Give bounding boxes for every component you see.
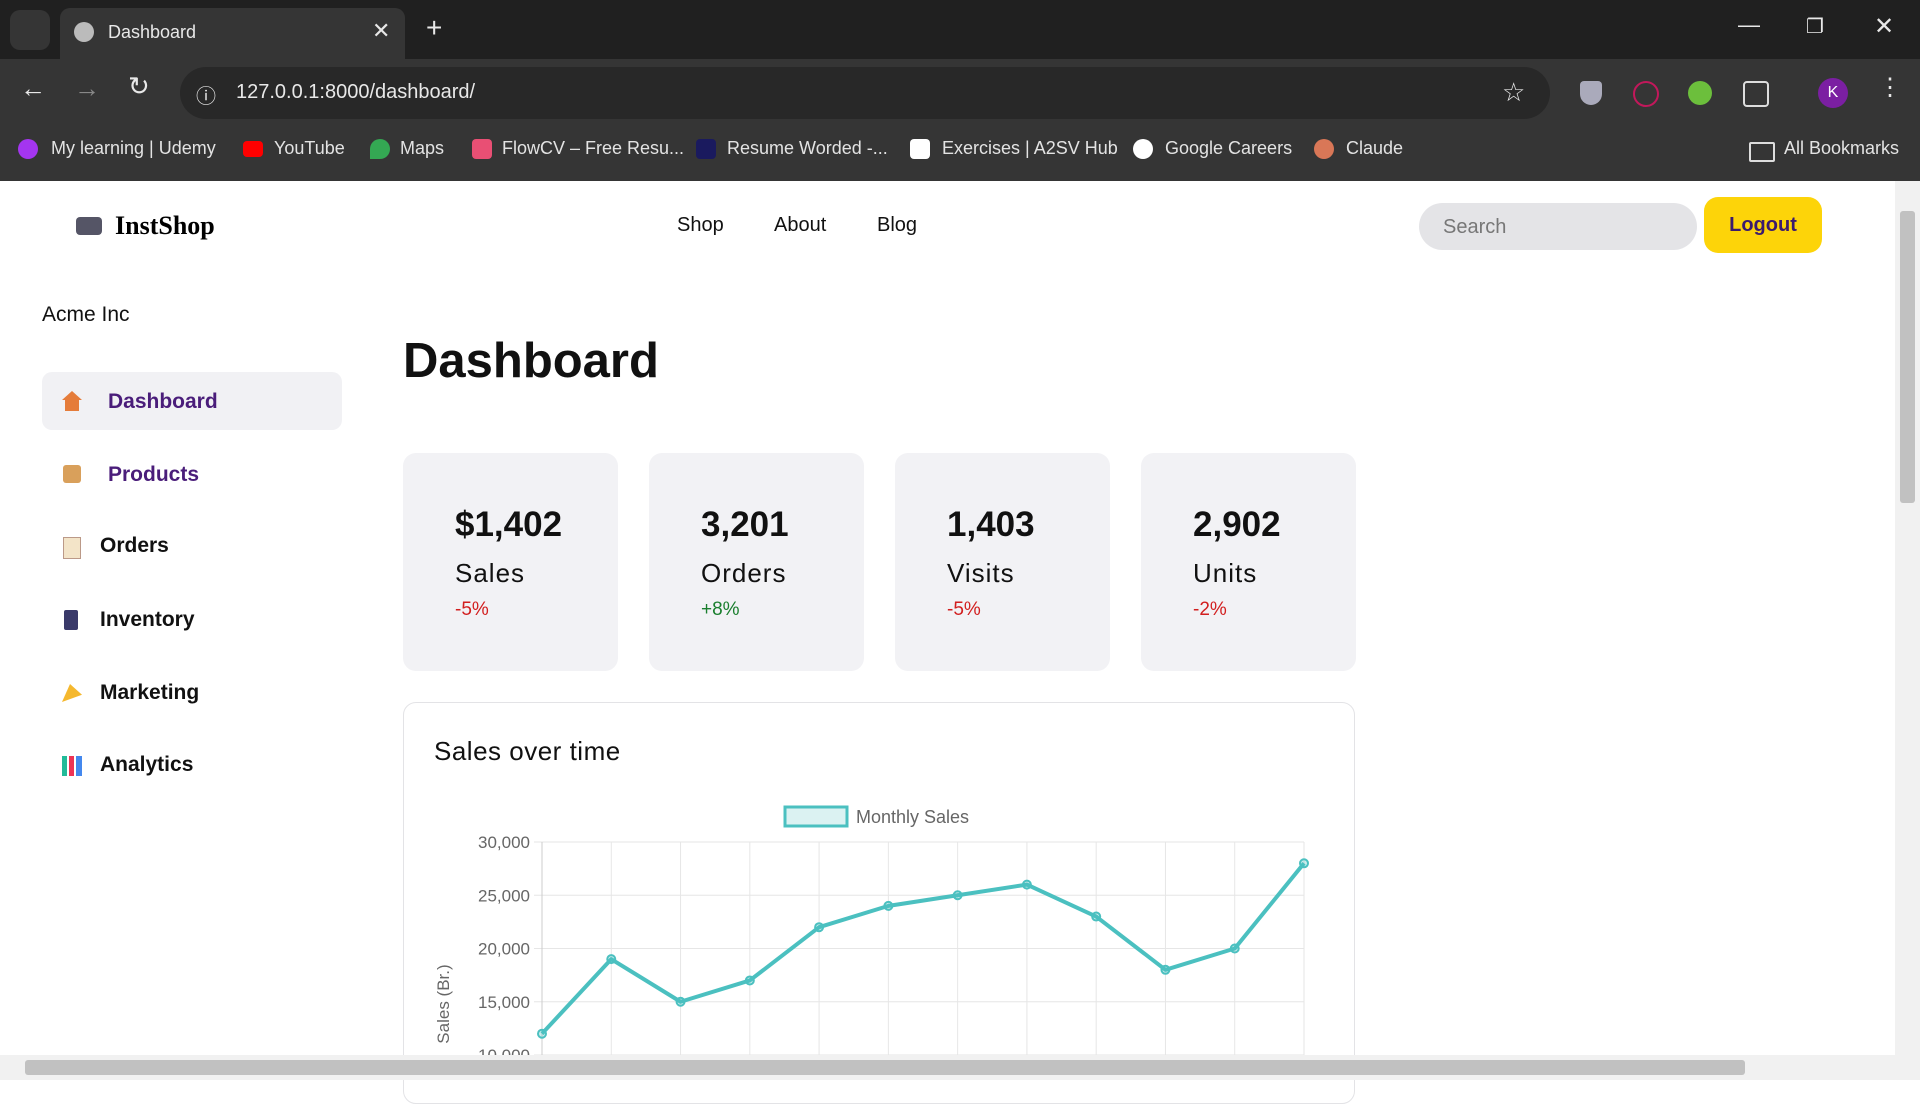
bookmark[interactable]: FlowCV – Free Resu...	[502, 138, 685, 158]
tab-close[interactable]: ✕	[372, 18, 391, 43]
point	[675, 996, 686, 1007]
point	[1160, 964, 1171, 975]
all-bookmarks[interactable]: All Bookmarks	[1784, 138, 1900, 158]
stat-label: Sales	[455, 558, 526, 588]
close[interactable]: ✕	[1874, 13, 1895, 40]
y-axis-title: Sales (Br.)	[434, 964, 453, 1043]
bookmark[interactable]: Resume Worded -...	[727, 138, 888, 158]
menu[interactable]: ⋮	[1878, 74, 1902, 101]
address-bar[interactable]: ⓘ 127.0.0.1:8000/dashboard/ ☆	[180, 67, 1550, 119]
active-item-bg	[42, 372, 342, 430]
v-scrollbar[interactable]	[1895, 181, 1920, 1055]
extensions[interactable]	[1743, 81, 1769, 107]
nav-link[interactable]: About	[774, 214, 827, 236]
stat-label: Units	[1193, 558, 1258, 588]
point	[537, 1028, 547, 1039]
org-name: Acme Inc	[42, 303, 130, 326]
point	[744, 975, 755, 986]
sidebar-item[interactable]: Orders	[100, 534, 169, 557]
nav-link[interactable]: Shop	[677, 214, 724, 236]
stat-card: 2,902 Units -2%	[1141, 453, 1356, 671]
bookmark[interactable]: Claude	[1346, 138, 1404, 158]
toolbar: ← → ↻ ⓘ 127.0.0.1:8000/dashboard/ ☆ K ⋮	[0, 59, 1920, 181]
tab[interactable]: Dashboard ✕	[60, 8, 405, 59]
nav-link[interactable]: Blog	[877, 214, 918, 236]
bookmark[interactable]: YouTube	[274, 138, 345, 158]
point	[1091, 911, 1102, 922]
stat-change: -2%	[1193, 599, 1227, 620]
bookmark[interactable]: Exercises | A2SV Hub	[942, 138, 1118, 158]
sidebar-item[interactable]: Analytics	[100, 753, 194, 776]
new-tab[interactable]: +	[426, 12, 443, 43]
bookmark[interactable]: Google Careers	[1165, 138, 1293, 158]
extension[interactable]	[1688, 81, 1712, 105]
legend-label: Monthly Sales	[856, 807, 969, 827]
bookmark[interactable]: My learning | Udemy	[51, 138, 216, 158]
point	[1229, 943, 1240, 954]
stat-value: 3,201	[701, 505, 789, 544]
stat-value: 2,902	[1193, 505, 1281, 544]
stat-value: 1,403	[947, 505, 1035, 544]
point	[952, 890, 963, 901]
back[interactable]: ←	[20, 73, 46, 103]
point	[606, 954, 617, 965]
bookmark[interactable]: Maps	[400, 138, 445, 158]
stat-card: 1,403 Visits -5%	[895, 453, 1110, 671]
point	[814, 922, 825, 933]
stat-change: -5%	[947, 599, 981, 620]
stat-change: +8%	[701, 599, 740, 620]
point	[1299, 858, 1309, 869]
brand[interactable]: InstShop	[115, 211, 215, 240]
bookmark-star[interactable]: ☆	[1502, 77, 1526, 107]
forward[interactable]: →	[74, 73, 100, 103]
y-tick-label: 15,000	[478, 993, 530, 1012]
sidebar-item[interactable]: Dashboard	[108, 390, 218, 413]
restore[interactable]: ❐	[1806, 16, 1824, 38]
reload[interactable]: ↻	[128, 71, 150, 101]
chart-title: Sales over time	[434, 736, 621, 766]
url: 127.0.0.1:8000/dashboard/	[236, 81, 476, 103]
site-info[interactable]: ⓘ	[196, 86, 216, 108]
sidebar-item[interactable]: Products	[108, 463, 200, 486]
point	[883, 900, 894, 911]
stat-label: Visits	[947, 558, 1015, 588]
y-tick-label: 20,000	[478, 940, 530, 959]
stat-card: 3,201 Orders +8%	[649, 453, 864, 671]
stat-card: $1,402 Sales -5%	[403, 453, 618, 671]
extension[interactable]	[1580, 81, 1602, 105]
stat-value: $1,402	[455, 505, 563, 544]
profile[interactable]: K	[1818, 78, 1848, 108]
tab-title: Dashboard	[108, 22, 197, 42]
y-tick-label: 25,000	[478, 886, 530, 905]
h-scrollbar[interactable]	[0, 1055, 1920, 1080]
logout-button[interactable]: Logout	[1704, 197, 1822, 253]
search[interactable]: Search	[1419, 203, 1697, 250]
extension[interactable]	[1633, 81, 1659, 107]
page-title: Dashboard	[403, 334, 659, 388]
sidebar-item[interactable]: Marketing	[100, 681, 200, 704]
y-tick-label: 30,000	[478, 833, 530, 852]
legend-swatch	[783, 805, 849, 828]
search-placeholder: Search	[1443, 216, 1507, 238]
minimize[interactable]: —	[1738, 12, 1760, 37]
tab-strip: Dashboard ✕ + — ❐ ✕	[0, 0, 1920, 59]
stat-label: Orders	[701, 558, 787, 588]
stat-change: -5%	[455, 599, 489, 620]
tab-search[interactable]	[10, 10, 50, 50]
series-line	[540, 862, 1306, 1036]
sidebar-item[interactable]: Inventory	[100, 608, 195, 631]
chart: 10,000 15,000 20,000 25,000 30,000 Sales (Br.…	[434, 805, 1309, 1055]
y-tick-label: 10,000	[478, 1046, 530, 1055]
point	[1021, 879, 1032, 890]
